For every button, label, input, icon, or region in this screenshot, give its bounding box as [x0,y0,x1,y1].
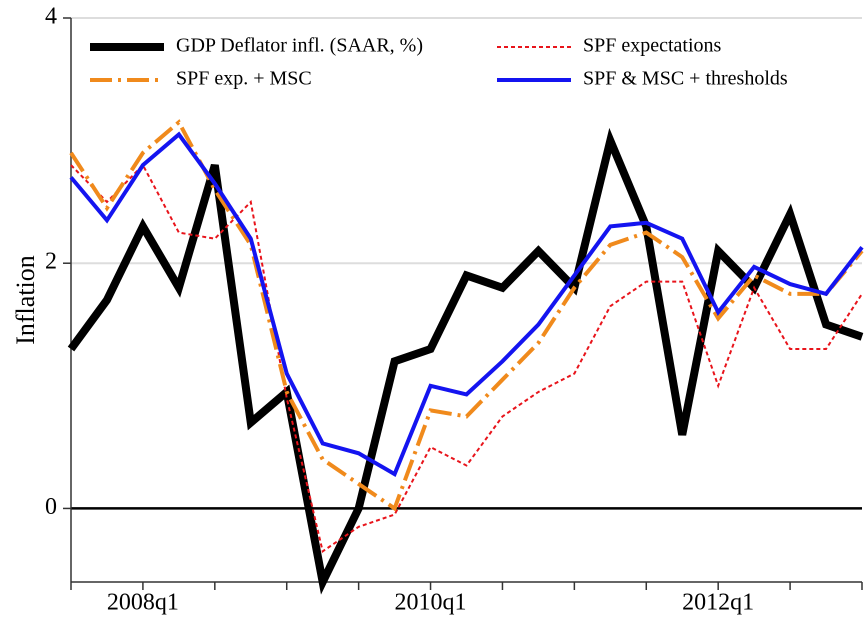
y-axis-label: Inflation [11,255,40,345]
y-tick-label: 2 [45,249,57,275]
series-line [70,163,863,553]
legend-label: SPF expectations [583,35,722,57]
series-line [69,119,864,512]
series-line [67,127,864,595]
x-tick-label: 2010q1 [395,590,467,616]
x-tick-label: 2012q1 [682,590,754,616]
y-tick-label: 4 [45,4,57,30]
legend-label: SPF exp. + MSC [176,68,312,90]
x-tick-label: 2008q1 [107,590,179,616]
legend-label: GDP Deflator infl. (SAAR, %) [176,35,423,57]
legend-label: SPF & MSC + thresholds [583,68,788,90]
y-tick-label: 0 [45,494,57,520]
series-line [69,131,864,477]
